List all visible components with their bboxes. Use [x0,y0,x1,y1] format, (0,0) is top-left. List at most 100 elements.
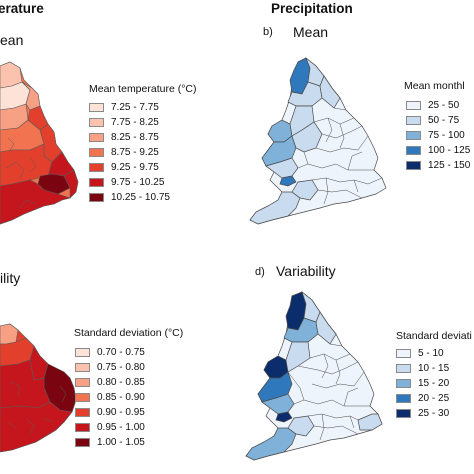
temp-var-legend-item: 0.95 - 1.00 [75,422,145,433]
legend-swatch [89,178,104,187]
temp-var-region-south [0,401,73,453]
legend-swatch [396,349,411,358]
temp-var-legend-title: Standard deviation (°C) [74,327,184,339]
legend-label: 15 - 20 [418,378,450,389]
precip-mean-map [249,56,387,225]
precip-mean-borders [297,97,383,205]
temp-var-borders [7,381,67,435]
precip-mean-region-westmid [291,121,323,153]
precip-mean-legend-item: 25 - 50 [406,100,459,111]
legend-label: 50 - 75 [428,115,460,126]
legend-swatch [406,146,421,155]
precip-var-legend-item: 10 - 15 [396,363,449,374]
precip-mean-panel-title: Mean [293,24,329,40]
legend-label: 10 - 15 [418,363,450,374]
precip-var-panel-letter: d) [255,266,265,278]
precip-mean-region-wales-mid [261,135,297,167]
precip-mean-region-glamorgan [279,175,297,187]
precip-mean-panel-letter: b) [263,26,273,38]
legend-label: 8.75 - 9.25 [111,147,159,158]
legend-swatch [89,163,104,172]
temp-var-map [0,323,77,453]
legend-swatch [89,118,104,127]
temp-var-region-north [0,323,19,345]
temp-var-legend-item: 0.70 - 0.75 [75,347,145,358]
precip-mean-legend-title: Mean monthl [404,80,465,92]
precip-var-region-kent [357,413,383,431]
precip-mean-legend-item: 100 - 125 [406,145,470,156]
precip-mean-legend-item: 50 - 75 [406,115,459,126]
legend-swatch [75,423,90,432]
precip-var-legend-title: Standard deviati [396,330,472,342]
legend-swatch [75,363,90,372]
precip-var-panel-title: Variability [276,263,336,279]
temp-mean-legend-title: Mean temperature (°C) [89,83,197,95]
legend-label: 0.80 - 0.85 [97,377,145,388]
legend-swatch [89,133,104,142]
legend-swatch [75,348,90,357]
legend-swatch [396,379,411,388]
precip-mean-region-southwest [249,191,301,225]
legend-label: 1.00 - 1.05 [97,437,145,448]
precip-var-region-wales-mid [257,371,293,403]
legend-swatch [89,148,104,157]
temp-mean-legend-item: 7.75 - 8.25 [89,117,159,128]
precip-var-legend-item: 15 - 20 [396,378,449,389]
temp-mean-borders [5,137,37,209]
legend-label: 20 - 25 [418,393,450,404]
legend-label: 7.75 - 8.25 [111,117,159,128]
legend-label: 25 - 30 [418,408,450,419]
temp-mean-legend-item: 9.25 - 9.75 [89,162,159,173]
precip-var-legend-item: 20 - 25 [396,393,449,404]
legend-label: 9.25 - 9.75 [111,162,159,173]
precip-var-legend-item: 5 - 10 [396,348,444,359]
legend-swatch [75,378,90,387]
legend-label: 100 - 125 [428,145,471,156]
legend-label: 10.25 - 10.75 [111,192,170,203]
legend-label: 7.25 - 7.75 [111,102,159,113]
legend-swatch [406,161,421,170]
legend-label: 0.95 - 1.00 [97,422,145,433]
legend-swatch [75,393,90,402]
legend-label: 0.70 - 0.75 [97,347,145,358]
legend-swatch [89,103,104,112]
temp-mean-map [0,61,79,225]
temp-mean-legend-item: 9.75 - 10.25 [89,177,164,188]
legend-label: 8.25 - 8.75 [111,132,159,143]
legend-swatch [396,364,411,373]
temp-mean-legend-item: 10.25 - 10.75 [89,192,170,203]
precip-mean-region-wales-south [265,157,299,179]
precip-var-map [245,290,383,461]
legend-label: 75 - 100 [428,130,465,141]
temp-var-legend-item: 0.85 - 0.90 [75,392,145,403]
temp-var-panel-title: ility [0,270,21,286]
legend-swatch [75,408,90,417]
temp-mean-legend-item: 8.25 - 8.75 [89,132,159,143]
temp-var-legend-item: 1.00 - 1.05 [75,437,145,448]
temp-var-legend-item: 0.75 - 0.80 [75,362,145,373]
legend-label: 0.75 - 0.80 [97,362,145,373]
temp-mean-region-sussex [0,179,72,225]
precip-var-borders [287,333,370,441]
temp-mean-legend-item: 7.25 - 7.75 [89,102,159,113]
precip-mean-legend-item: 125 - 150 [406,160,470,171]
legend-swatch [89,193,104,202]
precip-mean-legend-item: 75 - 100 [406,130,465,141]
temperature-column-title: erature [0,1,44,16]
legend-swatch [396,409,411,418]
precip-var-region-glamorgan [275,411,293,423]
precip-var-legend-item: 25 - 30 [396,408,449,419]
legend-swatch [396,394,411,403]
temp-var-legend-item: 0.80 - 0.85 [75,377,145,388]
legend-swatch [406,116,421,125]
legend-swatch [406,131,421,140]
legend-label: 9.75 - 10.25 [111,177,165,188]
precip-var-region-wales-south [261,393,295,415]
temp-mean-panel-title: ean [0,32,24,48]
legend-label: 0.90 - 0.95 [97,407,145,418]
legend-label: 5 - 10 [418,348,444,359]
temp-var-legend-item: 0.90 - 0.95 [75,407,145,418]
legend-swatch [406,101,421,110]
precipitation-column-title: Precipitation [271,1,353,16]
